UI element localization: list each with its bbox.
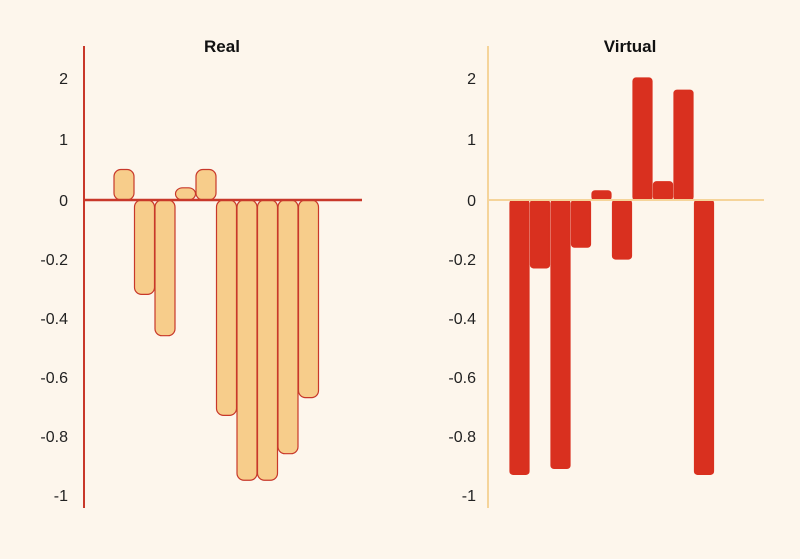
real-y-tick-label: -1 bbox=[54, 488, 68, 505]
virtual-bar bbox=[509, 199, 530, 475]
real-panel-title: Real bbox=[204, 37, 240, 56]
virtual-y-tick-label: 2 bbox=[467, 71, 476, 88]
virtual-bar bbox=[570, 199, 592, 248]
virtual-y-tick-label: -0.6 bbox=[448, 370, 476, 387]
real-y-tick-label: 1 bbox=[59, 132, 68, 149]
virtual-y-tick-label: -0.4 bbox=[448, 311, 476, 328]
virtual-y-tick-label: -0.8 bbox=[448, 429, 476, 446]
virtual-y-tick-label: 0 bbox=[467, 193, 476, 210]
virtual-bar bbox=[673, 89, 694, 201]
real-bar bbox=[215, 199, 238, 416]
real-bar bbox=[113, 168, 135, 201]
virtual-bar bbox=[550, 199, 571, 470]
virtual-panel-title: Virtual bbox=[604, 37, 657, 56]
virtual-y-tick-label: -0.2 bbox=[448, 252, 476, 269]
real-bar bbox=[277, 199, 299, 455]
real-bar bbox=[256, 199, 279, 481]
virtual-y-tick-label: 1 bbox=[467, 132, 476, 149]
real-bar bbox=[297, 199, 320, 399]
virtual-bar bbox=[652, 181, 674, 201]
real-y-tick-label: -0.8 bbox=[40, 429, 68, 446]
real-y-tick-label: 0 bbox=[59, 193, 68, 210]
real-y-tick-label: -0.6 bbox=[40, 370, 68, 387]
virtual-bar bbox=[529, 199, 551, 269]
real-bar bbox=[174, 187, 197, 201]
virtual-panel: Virtual 2 1 0 -0.2 -0.4 -0.6 -0.8 -1 bbox=[448, 37, 764, 508]
virtual-bar bbox=[632, 77, 653, 201]
real-y-tick-label: -0.2 bbox=[40, 252, 68, 269]
real-bar bbox=[195, 168, 217, 201]
real-y-tick-label: -0.4 bbox=[40, 311, 68, 328]
real-y-tick-label: 2 bbox=[59, 71, 68, 88]
virtual-bar bbox=[693, 199, 715, 475]
real-bar bbox=[236, 199, 258, 481]
virtual-bar bbox=[611, 199, 633, 260]
real-bar bbox=[133, 199, 156, 296]
real-panel: Real 2 1 0 -0.2 -0.4 -0.6 -0.8 -1 bbox=[40, 37, 362, 508]
virtual-y-tick-label: -1 bbox=[462, 488, 476, 505]
real-bar bbox=[154, 199, 176, 337]
virtual-bar bbox=[591, 190, 612, 201]
